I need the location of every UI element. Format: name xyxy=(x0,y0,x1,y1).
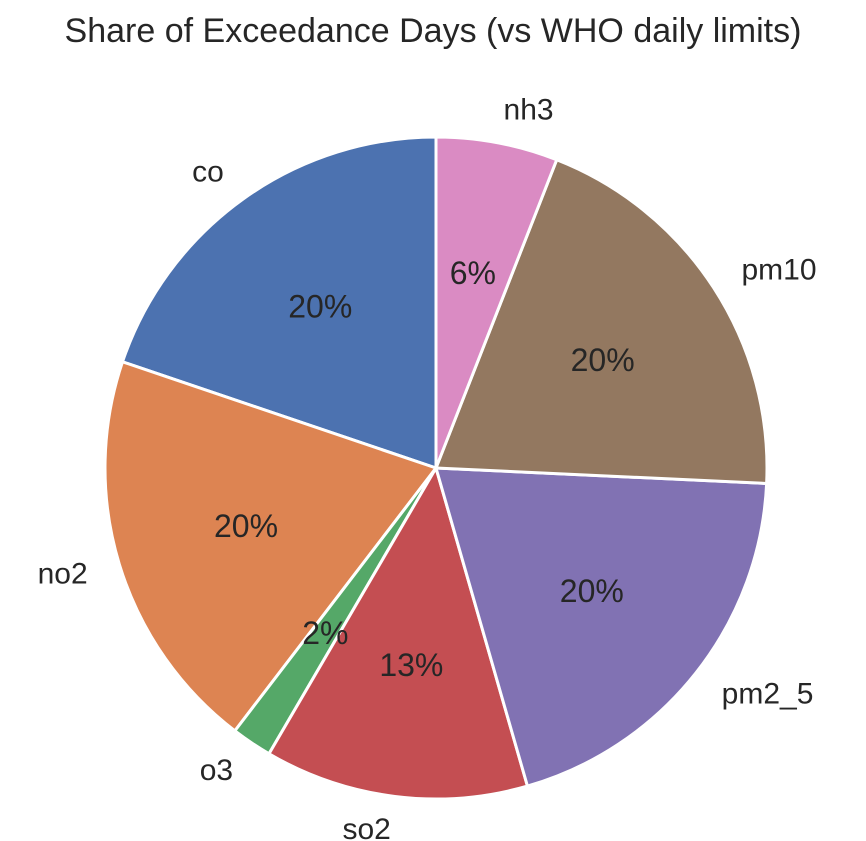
pie-slice-so2 xyxy=(267,466,529,801)
chart-title: Share of Exceedance Days (vs WHO daily l… xyxy=(65,12,802,50)
percent-label-pm10: 20% xyxy=(571,342,635,378)
pie-slice-co xyxy=(121,135,438,470)
percent-labels: 20% 20% 2% 13% 20% 20% 6% xyxy=(214,255,635,683)
category-label-co: co xyxy=(192,156,224,189)
percent-label-nh3: 6% xyxy=(450,255,496,291)
pie-slice-pm10 xyxy=(434,158,769,485)
pie-slice-nh3 xyxy=(434,135,559,470)
percent-label-pm2-5: 20% xyxy=(560,573,624,609)
category-label-so2: so2 xyxy=(342,813,390,841)
pie-slices xyxy=(103,135,769,801)
percent-label-no2: 20% xyxy=(214,508,278,544)
category-labels: co no2 o3 so2 pm2_5 pm10 nh3 xyxy=(38,94,817,841)
pie-slice-pm2-5 xyxy=(434,466,769,788)
category-label-no2: no2 xyxy=(38,558,88,591)
category-label-pm2-5: pm2_5 xyxy=(722,677,814,710)
percent-label-co: 20% xyxy=(288,289,352,325)
category-label-o3: o3 xyxy=(200,754,233,787)
category-label-nh3: nh3 xyxy=(504,94,554,127)
percent-label-o3: 2% xyxy=(302,615,348,651)
category-label-pm10: pm10 xyxy=(741,253,816,286)
pie-slice-no2 xyxy=(103,360,438,733)
percent-label-so2: 13% xyxy=(379,647,443,683)
